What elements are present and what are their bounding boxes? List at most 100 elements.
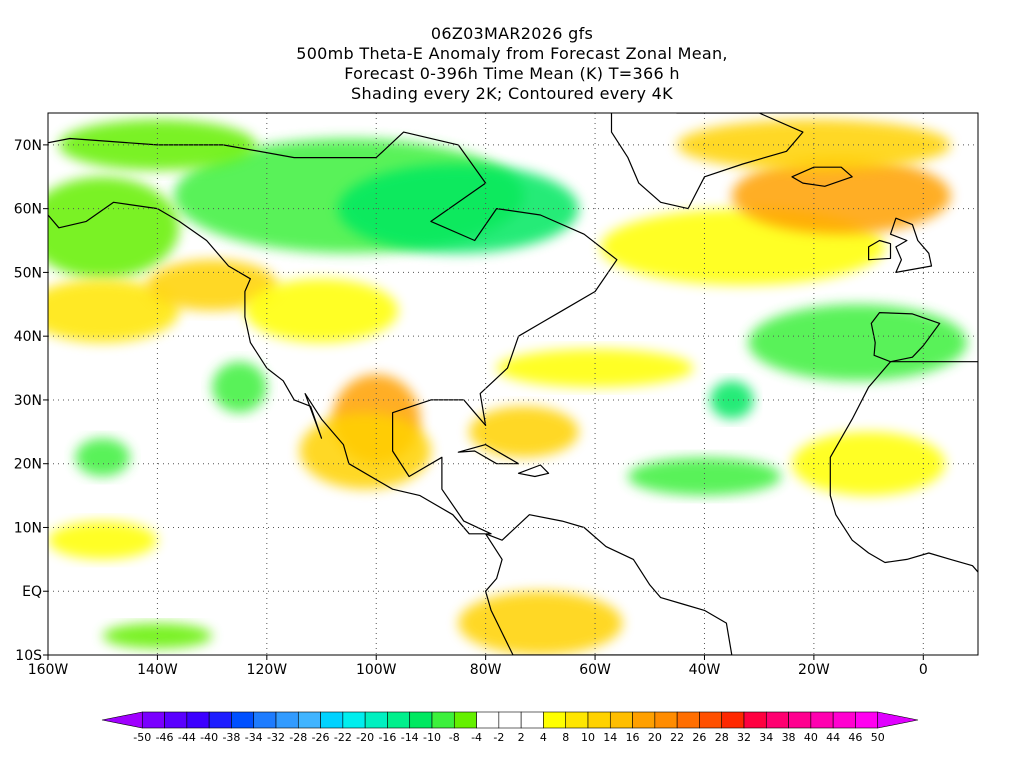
anomaly-region-15 [748,304,968,381]
coastline-iberia [870,312,941,363]
colorbar-swatch-31 [810,711,834,729]
coastline-great-britain [889,217,933,273]
colorbar-swatch-20 [565,711,589,729]
colorbar-swatch-27 [721,711,745,729]
colorbar-label-1: -46 [156,731,174,744]
coastline-africa [829,361,978,573]
coastline-hispaniola [517,464,550,478]
coastline-ireland [867,239,892,261]
colorbar-label-19: 8 [562,731,569,744]
colorbar-swatch-26 [699,711,723,729]
anomaly-region-13 [731,157,951,235]
colorbar-label-25: 26 [692,731,706,744]
lat-tick-label-6: 10N [14,520,42,536]
colorbar-label-3: -40 [200,731,218,744]
anomaly-region-2 [48,176,180,279]
colorbar-swatch-22 [609,711,633,729]
colorbar-swatch-0 [101,711,143,729]
colorbar-label-30: 40 [804,731,818,744]
colorbar-label-8: -26 [312,731,330,744]
colorbar-swatch-7 [275,711,299,729]
lon-tick-label-7: 20W [798,662,830,678]
colorbar-label-21: 14 [603,731,617,744]
anomaly-region-9 [299,412,431,490]
colorbar-label-5: -34 [245,731,263,744]
colorbar-swatch-19 [543,711,567,729]
colorbar-swatch-10 [342,711,366,729]
colorbar-swatch-2 [164,711,188,729]
colorbar-swatch-16 [476,711,500,729]
colorbar-label-7: -28 [289,731,307,744]
map-frame [47,112,979,656]
title-line-1: 06Z03MAR2026 gfs [430,24,594,43]
gridlines [48,113,978,655]
anomaly-region-22 [48,521,158,560]
coastlines [48,113,978,655]
anomaly-region-7 [212,361,267,413]
colorbar-label-18: 4 [540,731,547,744]
colorbar-label-0: -50 [133,731,151,744]
anomaly-region-19 [458,591,623,655]
lon-tick-label-1: 140W [137,662,178,678]
colorbar-label-33: 50 [871,731,885,744]
colorbar-label-13: -10 [423,731,441,744]
colorbar-swatch-15 [453,711,477,729]
lon-tick-label-8: 0 [919,662,928,678]
lat-tick-label-3: 40N [14,329,42,345]
colorbar-swatch-17 [498,711,522,729]
title-line-3: Forecast 0-396h Time Mean (K) T=366 h [344,64,680,83]
colorbar-label-4: -38 [222,731,240,744]
colorbar-swatch-23 [632,711,656,729]
colorbar-swatch-6 [253,711,277,729]
colorbar-label-6: -32 [267,731,285,744]
lat-tick-label-4: 30N [14,393,42,409]
colorbar-label-23: 20 [648,731,662,744]
colorbar-label-12: -14 [401,731,419,744]
colorbar-label-24: 22 [670,731,684,744]
coastline-north-america [48,131,618,535]
lat-tick-label-2: 50N [14,265,42,281]
colorbar-swatch-3 [186,711,210,729]
anomaly-region-17 [627,457,782,496]
colorbar-label-15: -4 [471,731,482,744]
colorbar-swatch-8 [297,711,321,729]
colorbar-swatch-21 [587,711,611,729]
colorbar-swatch-18 [520,711,544,729]
colorbar-label-27: 32 [737,731,751,744]
lat-tick-label-5: 20N [14,457,42,473]
lat-tick-label-0: 70N [14,138,42,154]
colorbar-swatch-14 [431,711,455,729]
plot-title: 06Z03MAR2026 gfs 500mb Theta-E Anomaly f… [0,24,1024,104]
colorbar-label-26: 28 [715,731,729,744]
anomaly-region-6 [244,278,399,343]
colorbar-label-20: 10 [581,731,595,744]
title-line-4: Shading every 2K; Contoured every 4K [351,84,673,103]
anomaly-region-18 [75,438,131,477]
colorbar-swatch-11 [364,711,388,729]
coastline-greenland [610,113,804,210]
colorbar-swatch-4 [208,711,232,729]
lon-tick-label-6: 40W [689,662,721,678]
colorbar-label-32: 46 [848,731,862,744]
colorbar-label-28: 34 [759,731,773,744]
lat-tick-label-8: 10S [15,648,42,664]
anomaly-shading [48,119,968,655]
colorbar-swatch-28 [743,711,767,729]
colorbar-label-31: 44 [826,731,840,744]
anomaly-region-20 [102,623,213,649]
lon-tick-label-0: 160W [28,662,69,678]
lat-tick-label-7: EQ [22,584,42,600]
colorbar: -50 -46 -44 -40 -38 -34 -32 -28 -26 -22 -20 -16 -14-… [101,711,919,744]
coastline-south-america [485,514,733,655]
colorbar-swatch-24 [654,711,678,729]
colorbar-label-2: -44 [178,731,196,744]
colorbar-swatch-25 [676,711,700,729]
colorbar-label-9: -22 [334,731,352,744]
colorbar-swatch-1 [141,711,165,729]
lon-tick-label-3: 100W [356,662,397,678]
colorbar-swatch-29 [765,711,789,729]
lat-tick-label-1: 60N [14,202,42,218]
colorbar-label-29: 38 [782,731,796,744]
colorbar-label-22: 16 [626,731,640,744]
